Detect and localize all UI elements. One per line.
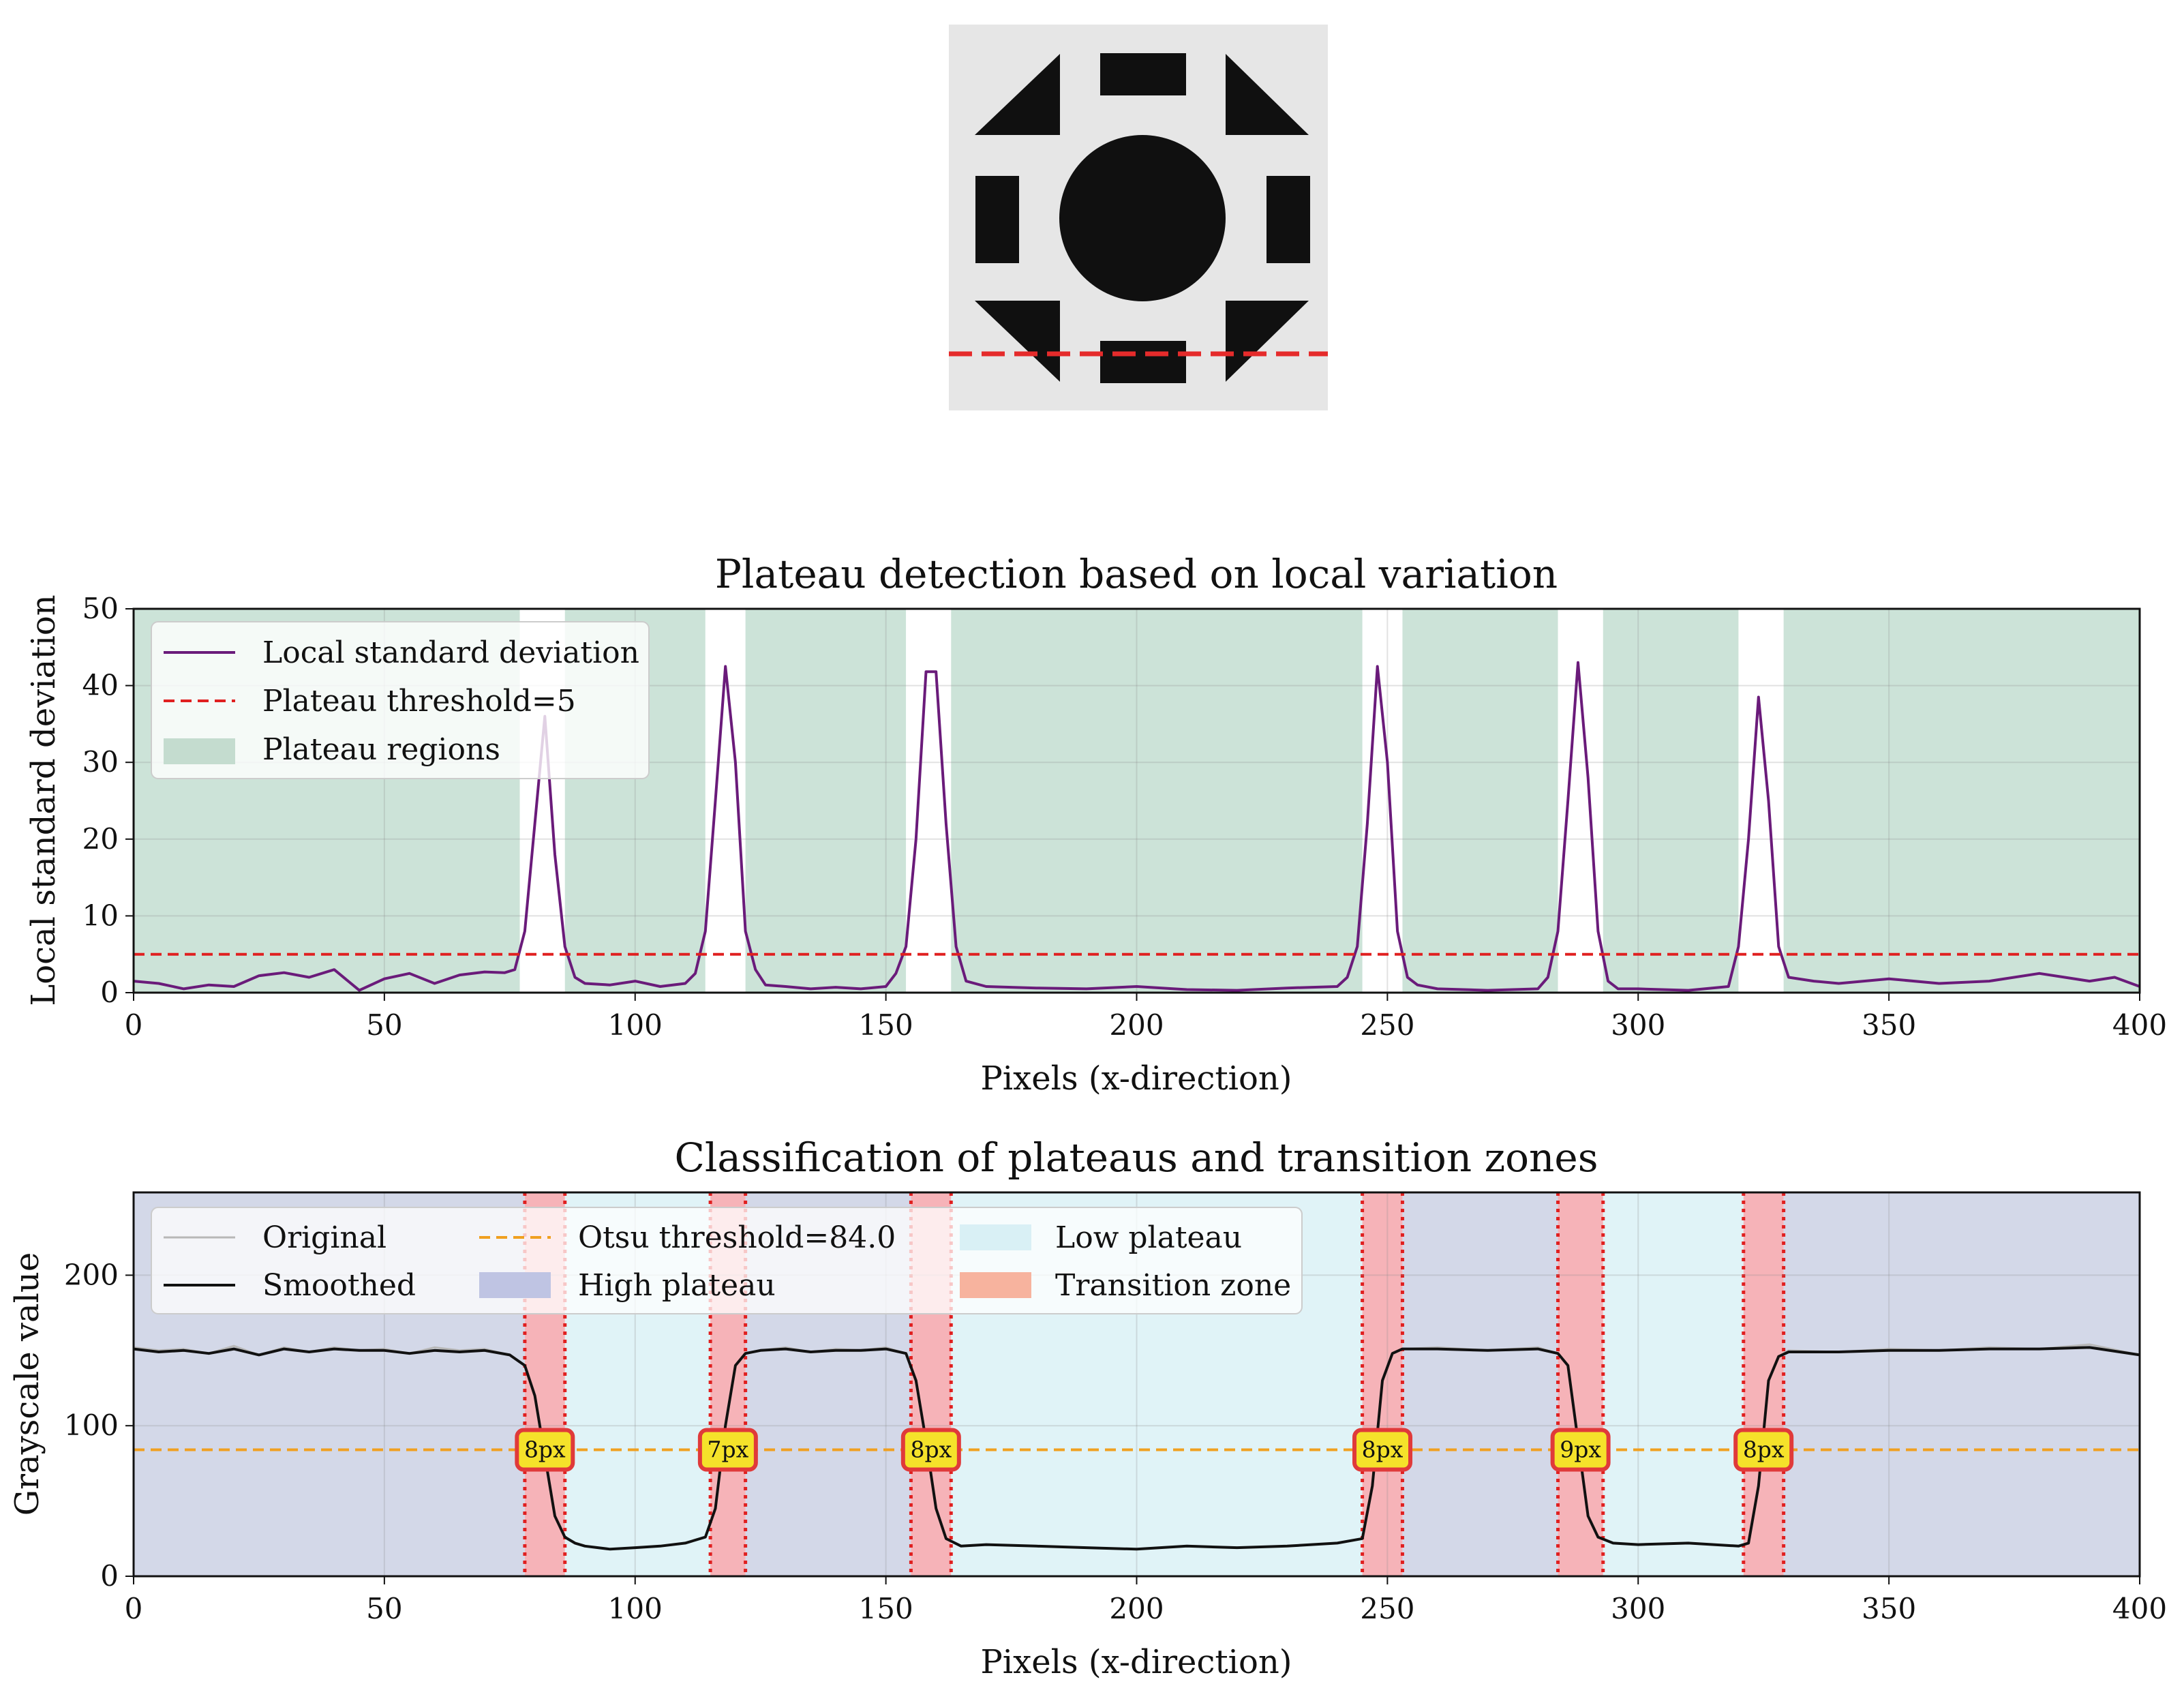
legend-label-original: Original	[262, 1220, 386, 1255]
plateau-region	[1603, 609, 1739, 993]
plateau-region	[1783, 609, 2140, 993]
transition-badges: 8px 7px 8px 8px 9px 8px	[515, 1428, 1794, 1472]
low-plateau-region	[1603, 1192, 1744, 1576]
rect-bottom	[1100, 341, 1186, 383]
y-tick-label: 10	[82, 899, 119, 932]
legend-label-plateau: Plateau regions	[262, 732, 500, 767]
x-tick-label: 250	[1360, 1008, 1414, 1042]
legend-swatch-transition	[960, 1272, 1031, 1298]
tick-labels: 0 50 100 150 200 250 300 350 400 0 10 20 30 40 50	[82, 592, 2168, 1042]
high-plateau-region	[1783, 1192, 2140, 1576]
legend-label-otsu: Otsu threshold=84.0	[578, 1220, 896, 1255]
x-tick-label: 200	[1109, 1592, 1164, 1625]
circle-center	[1059, 135, 1226, 301]
y-tick-label: 0	[100, 1559, 119, 1593]
axes-frame	[132, 1191, 2141, 1578]
triangle-bottom-right	[1226, 301, 1309, 382]
legend-swatch-plateau	[164, 738, 235, 764]
transition-width-label: 9px	[1560, 1436, 1601, 1463]
plateau-region	[745, 609, 907, 993]
local-std-line	[133, 661, 2140, 992]
x-tick-label: 400	[2112, 1008, 2167, 1042]
image-shapes	[975, 53, 1310, 383]
chart-1: 0 50 100 150 200 250 300 350 400 0 10 20 30 40 50 Plat…	[25, 551, 2167, 1098]
transition-zone	[1558, 1192, 1603, 1576]
chart-2: 8px 7px 8px 8px 9px 8px 0 50 100 150 200 250 300 350…	[8, 1134, 2167, 1681]
legend-swatch-low	[960, 1224, 1031, 1250]
transition-width-label: 7px	[707, 1436, 748, 1463]
x-tick-label: 350	[1862, 1592, 1916, 1625]
x-tick-label: 150	[859, 1592, 913, 1625]
x-axis-label: Pixels (x-direction)	[980, 1643, 1292, 1681]
transition-width-label: 8px	[1362, 1436, 1404, 1463]
x-axis-label: Pixels (x-direction)	[980, 1059, 1292, 1098]
x-tick-label: 50	[366, 1592, 402, 1625]
legend-label-threshold: Plateau threshold=5	[262, 684, 576, 719]
x-tick-label: 0	[125, 1592, 143, 1625]
image-panel	[949, 25, 1328, 410]
legend-label-transition: Transition zone	[1055, 1268, 1291, 1303]
legend: Local standard deviation Plateau thresho…	[151, 621, 650, 779]
transition-width-label: 8px	[1743, 1436, 1785, 1463]
y-tick-label: 20	[82, 822, 119, 856]
rect-top	[1100, 53, 1186, 95]
y-axis-label: Local standard deviation	[25, 594, 63, 1006]
legend-label-high: High plateau	[578, 1268, 776, 1303]
x-tick-label: 300	[1611, 1592, 1665, 1625]
x-tick-label: 350	[1862, 1008, 1916, 1042]
plateau-region	[1402, 609, 1558, 993]
x-tick-label: 300	[1611, 1008, 1665, 1042]
legend-label-series: Local standard deviation	[262, 635, 639, 670]
triangle-top-right	[1226, 54, 1309, 135]
y-tick-label: 30	[82, 745, 119, 779]
transition-width-badge	[697, 1428, 758, 1472]
rect-right	[1267, 176, 1310, 263]
x-tick-label: 150	[859, 1008, 913, 1042]
y-tick-label: 100	[64, 1409, 119, 1442]
transition-zone	[1743, 1192, 1784, 1576]
transition-width-badge	[515, 1428, 575, 1472]
x-tick-label: 400	[2112, 1592, 2167, 1625]
transition-width-badge	[1550, 1428, 1611, 1472]
transition-width-label: 8px	[524, 1436, 566, 1463]
y-tick-label: 50	[82, 592, 119, 625]
rect-left	[975, 176, 1019, 263]
plateau-region	[951, 609, 1363, 993]
legend-label-smoothed: Smoothed	[262, 1268, 416, 1303]
x-tick-label: 200	[1109, 1008, 1164, 1042]
axes-frame	[132, 607, 2141, 994]
chart-title: Plateau detection based on local variati…	[715, 551, 1558, 597]
transition-width-badge	[1352, 1428, 1413, 1472]
legend-box	[151, 621, 650, 779]
x-tick-label: 250	[1360, 1592, 1414, 1625]
transition-width-badge	[900, 1428, 961, 1472]
transition-width-badge	[1733, 1428, 1794, 1472]
chart-title: Classification of plateaus and transitio…	[674, 1134, 1598, 1181]
y-axis-label: Grayscale value	[8, 1252, 46, 1516]
legend: Original Smoothed Otsu threshold=84.0 Hi…	[151, 1207, 1303, 1314]
legend-label-low: Low plateau	[1055, 1220, 1242, 1255]
x-tick-label: 100	[608, 1008, 663, 1042]
y-tick-label: 40	[82, 669, 119, 702]
high-plateau-region	[1402, 1192, 1558, 1576]
x-tick-label: 100	[608, 1592, 663, 1625]
legend-swatch-high	[479, 1272, 551, 1298]
y-tick-label: 200	[64, 1258, 119, 1291]
triangle-bottom-left	[975, 301, 1060, 382]
x-tick-label: 0	[125, 1008, 143, 1042]
series-layer	[133, 661, 2140, 992]
y-tick-label: 0	[100, 976, 119, 1009]
triangle-top-left	[975, 54, 1060, 135]
x-tick-label: 50	[366, 1008, 402, 1042]
transition-width-label: 8px	[910, 1436, 952, 1463]
tick-labels: 0 50 100 150 200 250 300 350 400 0 100 200	[64, 1258, 2167, 1625]
region-bands	[134, 1192, 2140, 1576]
